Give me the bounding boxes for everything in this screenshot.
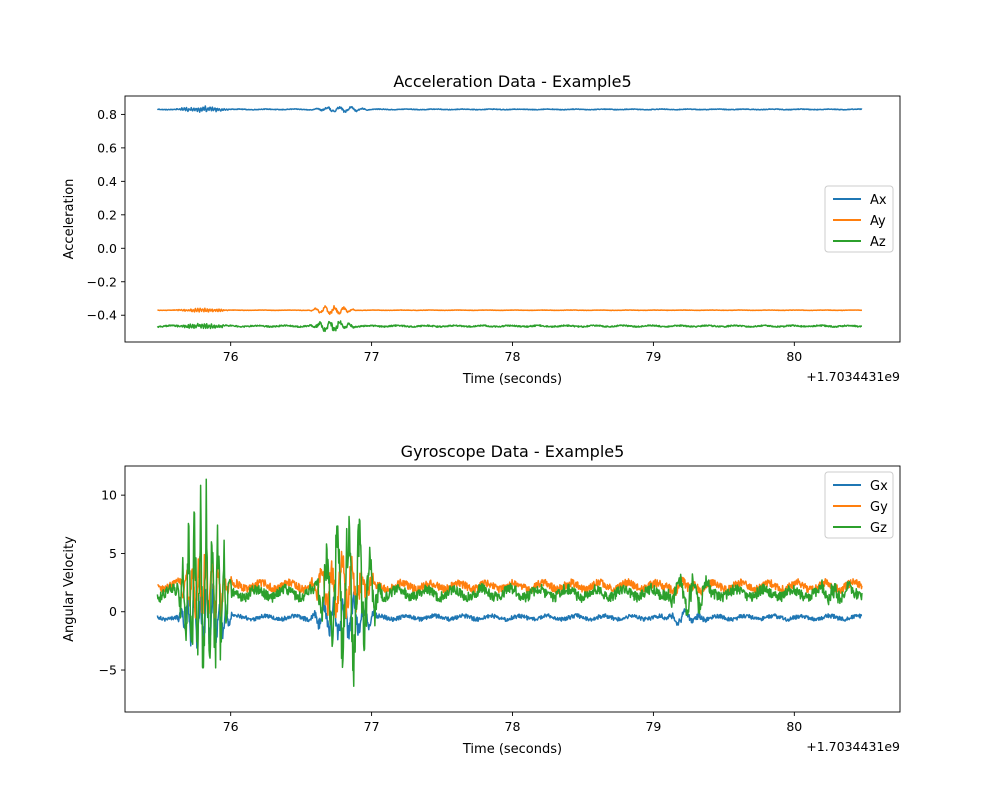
y-tick-label: 0 — [109, 604, 117, 619]
x-tick-label: 80 — [786, 349, 802, 364]
y-tick-label: 0.0 — [97, 241, 117, 256]
legend-label-gy: Gy — [870, 500, 888, 515]
y-tick-label: 5 — [109, 546, 117, 561]
legend-label-ay: Ay — [870, 214, 886, 229]
series-line-az — [156, 320, 863, 333]
y-tick-label: −0.2 — [87, 274, 117, 289]
y-tick-label: 0.4 — [97, 174, 117, 189]
y-tick-label: 0.8 — [97, 107, 117, 122]
x-tick-label: 77 — [364, 719, 380, 734]
x-offset-label: +1.7034431e9 — [806, 369, 900, 384]
y-axis-label: Acceleration — [62, 179, 77, 260]
series-line-gx — [156, 583, 863, 649]
series-line-gz — [156, 478, 863, 688]
legend-label-az: Az — [870, 235, 886, 250]
x-tick-label: 78 — [505, 719, 521, 734]
x-tick-label: 79 — [645, 719, 661, 734]
x-tick-label: 76 — [223, 719, 239, 734]
chart-title: Gyroscope Data - Example5 — [401, 442, 625, 461]
x-tick-label: 79 — [645, 349, 661, 364]
series-line-gy — [157, 550, 863, 619]
legend-label-ax: Ax — [870, 193, 887, 208]
x-tick-label: 77 — [364, 349, 380, 364]
y-tick-label: 0.6 — [97, 140, 117, 155]
x-axis-label: Time (seconds) — [462, 742, 562, 757]
y-tick-label: 10 — [101, 488, 117, 503]
legend-label-gx: Gx — [870, 479, 888, 494]
chart-1: 76 77 78 79 80 −0.4 −0.2 0.0 0.2 0.4 0.6 0.8 Acceler… — [62, 72, 901, 387]
y-tick-label: 0.2 — [97, 207, 117, 222]
series-line-ax — [156, 105, 863, 113]
y-tick-label: −0.4 — [87, 308, 117, 323]
x-tick-label: 78 — [505, 349, 521, 364]
x-tick-label: 80 — [786, 719, 802, 734]
legend: Gx Gy Gz — [824, 471, 894, 539]
y-tick-label: −5 — [99, 663, 117, 678]
legend-label-gz: Gz — [870, 521, 887, 536]
axes-frame — [124, 95, 901, 343]
y-axis-label: Angular Velocity — [62, 536, 77, 642]
legend: Ax Ay Az — [824, 185, 894, 253]
x-offset-label: +1.7034431e9 — [806, 739, 900, 754]
chart-title: Acceleration Data - Example5 — [393, 72, 631, 91]
chart-2: 76 77 78 79 80 −5 0 5 10 Gyroscope Data - Example… — [62, 442, 901, 757]
x-tick-label: 76 — [223, 349, 239, 364]
series-line-ay — [157, 304, 863, 316]
x-axis-label: Time (seconds) — [462, 372, 562, 387]
